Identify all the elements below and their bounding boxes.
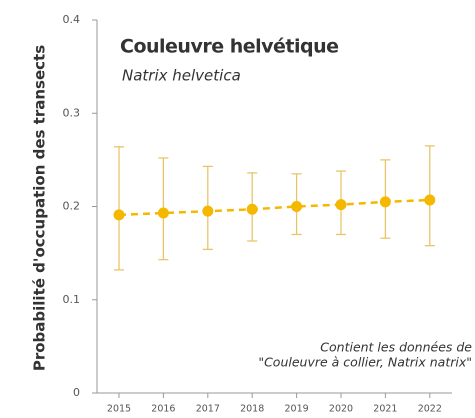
x-tick-label: 2019 — [285, 404, 309, 415]
chart-title: Couleuvre helvétique — [120, 36, 339, 58]
annotation: "Couleuvre à collier, Natrix natrix" — [258, 355, 472, 370]
point — [202, 205, 214, 217]
point — [291, 201, 303, 212]
x-tick-label: 2016 — [151, 404, 175, 415]
trend-line — [118, 198, 430, 217]
point — [379, 196, 391, 208]
x-tick-label: 2020 — [329, 404, 353, 415]
x-tick-label: 2018 — [240, 404, 264, 415]
y-tick-label: 0.4 — [63, 13, 81, 26]
y-tick-label: 0.1 — [63, 293, 81, 306]
y-tick-label: 0.3 — [63, 106, 81, 119]
point — [157, 207, 169, 219]
annotation: Contient les données de — [320, 340, 472, 355]
point — [246, 203, 258, 215]
point — [113, 209, 125, 221]
y-tick-label: 0.2 — [63, 200, 81, 213]
point — [335, 199, 347, 211]
y-tick-label: 0 — [73, 386, 80, 399]
x-tick-label: 2017 — [196, 404, 220, 415]
y-axis-label: Probabilité d'occupation des transects — [31, 45, 49, 371]
x-tick-label: 2022 — [418, 404, 442, 415]
x-tick-label: 2021 — [373, 404, 397, 415]
chart-subtitle: Natrix helvetica — [122, 67, 241, 85]
x-tick-label: 2015 — [107, 404, 131, 415]
point — [424, 194, 436, 206]
